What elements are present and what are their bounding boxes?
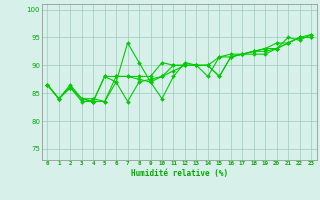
X-axis label: Humidité relative (%): Humidité relative (%) (131, 169, 228, 178)
